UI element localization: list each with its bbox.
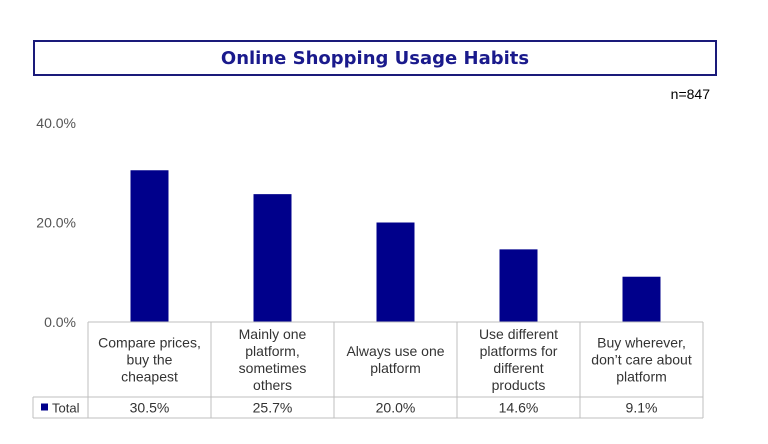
bar (130, 170, 169, 322)
data-table-value: 25.7% (253, 400, 293, 416)
category-label: Mainly one platform, sometimes others (239, 326, 307, 393)
data-table-value: 14.6% (499, 400, 539, 416)
chart-title: Online Shopping Usage Habits (220, 47, 530, 69)
data-table-value: 20.0% (376, 400, 416, 416)
data-table-value: 30.5% (130, 400, 170, 416)
category-label: Buy wherever, don’t care about platform (591, 335, 692, 385)
category-label: Compare prices, buy the cheapest (98, 335, 201, 385)
sample-size-label: n=847 (670, 86, 710, 102)
category-label: Use different platforms for different produ… (479, 326, 558, 393)
y-tick-label: 40.0% (36, 115, 76, 131)
bar (376, 222, 415, 322)
bar (253, 194, 292, 322)
y-tick-label: 0.0% (44, 314, 76, 330)
legend-label-total: Total (52, 401, 80, 416)
chart-title-box: Online Shopping Usage Habits (33, 40, 717, 76)
category-label: Always use one platform (346, 343, 444, 376)
bar (622, 276, 661, 322)
legend-swatch (41, 403, 48, 411)
data-table-value: 9.1% (626, 400, 658, 416)
y-tick-label: 20.0% (36, 215, 76, 231)
bar (499, 249, 538, 322)
